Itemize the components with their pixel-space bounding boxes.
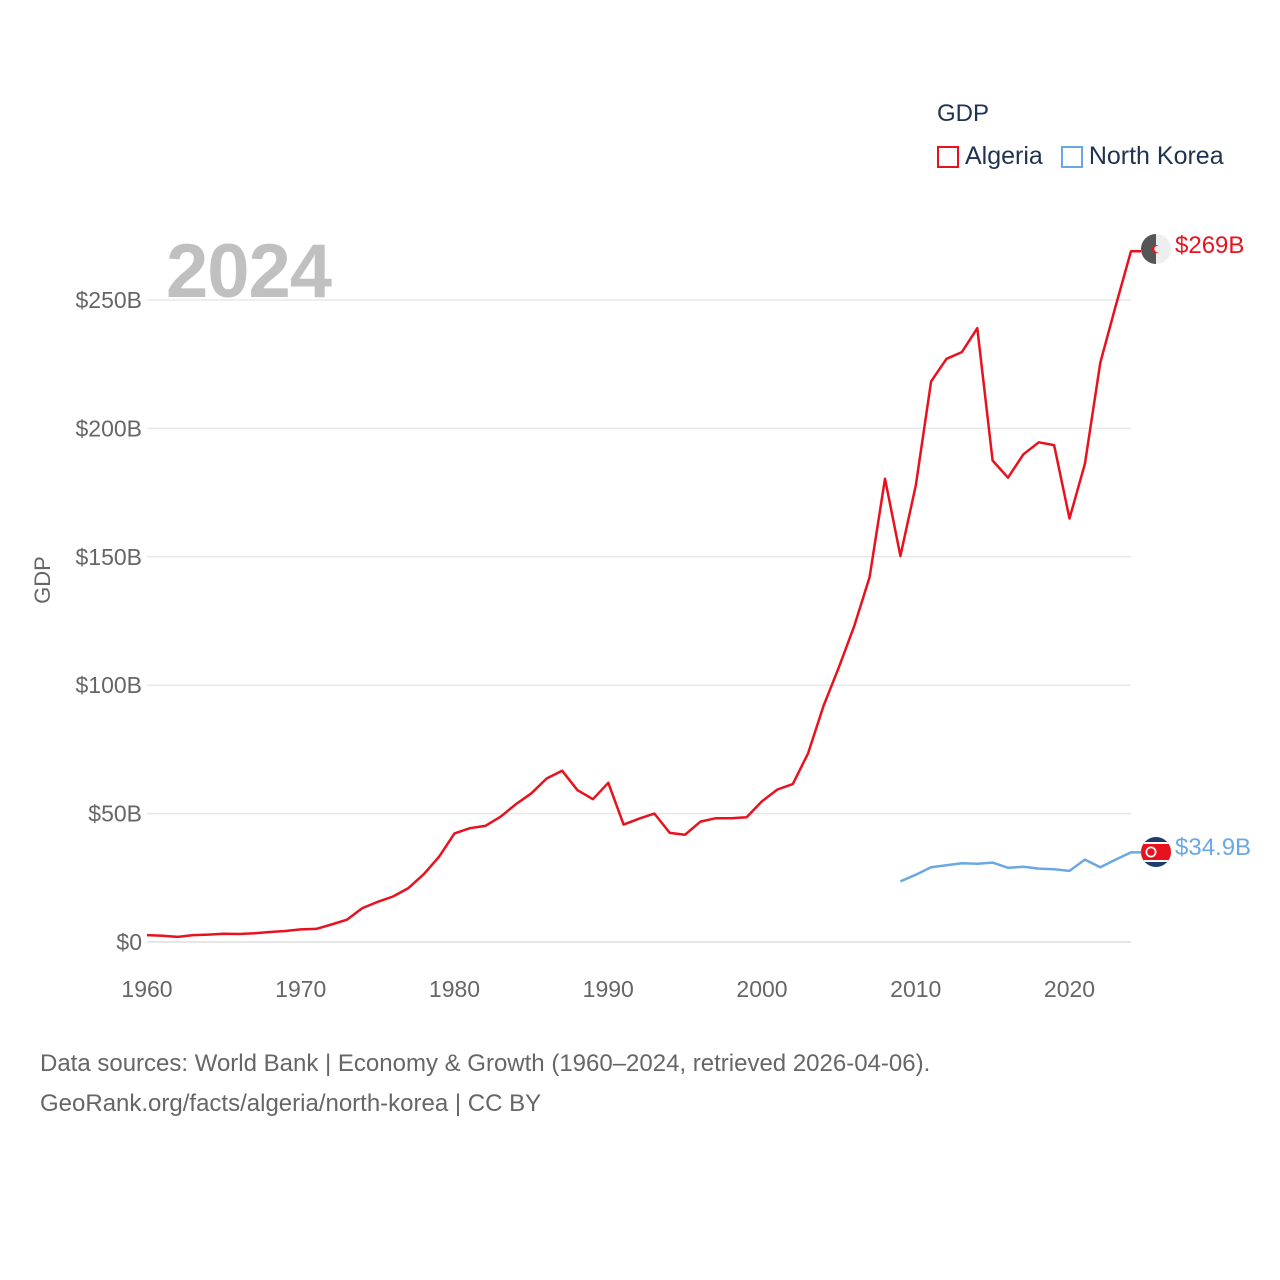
- series-line-north-korea: [899, 851, 1141, 883]
- x-tick-label: 2010: [890, 976, 941, 1002]
- y-tick-label: $50B: [88, 801, 142, 827]
- series-line-algeria: [146, 249, 1141, 939]
- x-tick-label: 1960: [121, 976, 172, 1002]
- footer-link[interactable]: GeoRank.org/facts/algeria/north-korea | …: [40, 1090, 542, 1117]
- series-markers: [1141, 234, 1171, 867]
- legend-item-north-korea[interactable]: North Korea: [1060, 142, 1224, 171]
- x-tick-label: 2020: [1044, 976, 1095, 1002]
- y-tick-label: $250B: [75, 287, 142, 313]
- legend-label-north-korea: North Korea: [1088, 142, 1224, 170]
- legend-item-algeria[interactable]: Algeria: [937, 142, 1043, 171]
- y-tick-label: $100B: [75, 672, 142, 698]
- legend-swatch-algeria: [937, 145, 959, 168]
- legend-swatch-north-korea: [1060, 145, 1083, 168]
- x-tick-label: 2000: [736, 976, 787, 1002]
- algeria-end-label: $269B: [1175, 232, 1245, 259]
- grid: [147, 299, 1131, 943]
- legend-title: GDP: [937, 100, 990, 127]
- y-tick-label: $0: [116, 929, 142, 955]
- north-korea-end-label: $34.9B: [1175, 834, 1252, 861]
- footer-sources: Data sources: World Bank | Economy & Gro…: [40, 1050, 931, 1077]
- year-label: 2024: [166, 229, 332, 314]
- footer: Data sources: World Bank | Economy & Gro…: [40, 1044, 930, 1124]
- y-axis-title: GDP: [30, 556, 55, 604]
- y-tick-label: $200B: [75, 415, 142, 441]
- algeria-flag-icon: [1141, 234, 1171, 264]
- x-tick-label: 1990: [583, 976, 634, 1002]
- north-korea-flag-icon: [1141, 837, 1171, 867]
- legend-label-algeria: Algeria: [965, 142, 1043, 170]
- legend: Algeria North Korea: [937, 142, 1242, 171]
- x-tick-label: 1980: [429, 976, 480, 1002]
- y-axis: $0 $50B $100B $150B $200B $250B: [75, 287, 142, 955]
- x-axis: 1960 1970 1980 1990 2000 2010 2020: [121, 976, 1095, 1002]
- y-tick-label: $150B: [75, 544, 142, 570]
- x-tick-label: 1970: [275, 976, 326, 1002]
- series-lines: [146, 249, 1141, 939]
